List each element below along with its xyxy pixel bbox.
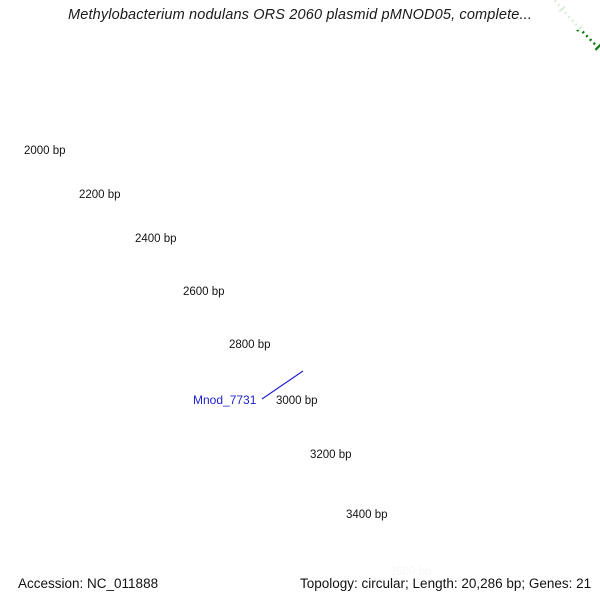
genome-summary-label: Topology: circular; Length: 20,286 bp; G… (300, 575, 592, 591)
feature-leader-lines (261, 370, 304, 400)
ruler-tick-label: 2400 bp (135, 233, 177, 245)
ruler-tick-label: 2600 bp (183, 286, 225, 298)
ruler-tick-label: 3000 bp (276, 395, 318, 407)
status-bar: Accession: NC_011888 Topology: circular;… (0, 566, 600, 600)
ruler-tick-label: 2200 bp (79, 189, 121, 201)
ruler-tick-label: 2800 bp (229, 339, 271, 351)
status-bar-background (0, 566, 600, 600)
ruler-major-tick (594, 43, 600, 51)
feature-leader-line (261, 370, 304, 400)
ruler-tick-label: 3400 bp (346, 509, 388, 521)
ruler-tick-label: 2000 bp (24, 145, 66, 157)
title-bar-background (0, 0, 600, 30)
feature-label-mnod_7731[interactable]: Mnod_7731 (193, 393, 257, 407)
ruler-minor-tick (588, 38, 593, 42)
accession-label: Accession: NC_011888 (18, 575, 159, 591)
ruler-minor-tick (585, 34, 589, 38)
ruler-minor-tick (581, 30, 585, 34)
ruler-tick-label: 3200 bp (310, 449, 352, 461)
ruler-minor-tick (592, 41, 596, 46)
